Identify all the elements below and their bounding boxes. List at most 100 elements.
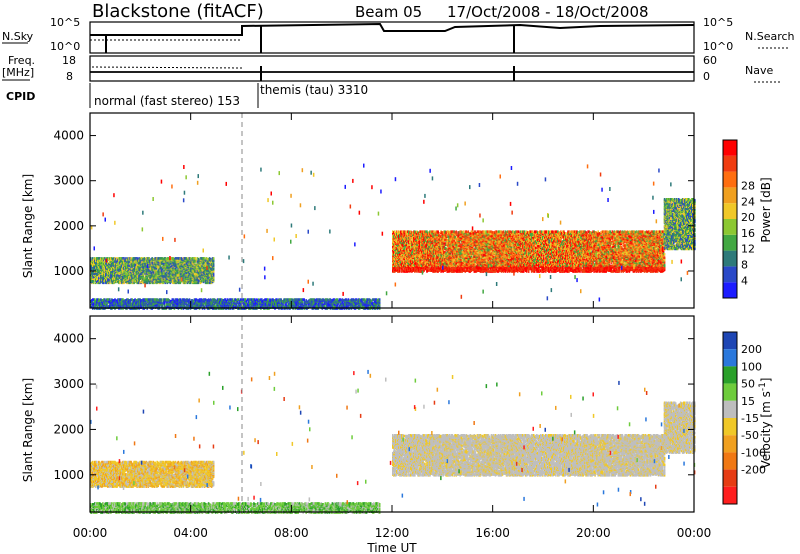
data-cell (120, 259, 122, 263)
data-cell (94, 278, 96, 281)
data-cell (142, 257, 144, 261)
data-cell (137, 259, 139, 263)
data-cell (127, 278, 129, 281)
data-cell (90, 257, 92, 260)
data-cell (98, 266, 100, 270)
data-cell (96, 278, 98, 281)
data-cell (157, 269, 159, 272)
data-cell (129, 262, 131, 265)
data-cell (151, 271, 153, 275)
data-cell (138, 270, 140, 274)
data-cell (144, 270, 146, 273)
data-cell (111, 276, 113, 280)
data-cell (136, 268, 138, 272)
data-cell (119, 276, 121, 280)
data-cell (152, 269, 154, 272)
data-cell (135, 257, 137, 260)
data-cell (108, 275, 110, 279)
data-cell (95, 257, 97, 261)
data-cell (94, 257, 96, 260)
data-cell (95, 268, 97, 272)
data-cell (95, 259, 97, 263)
data-cell (147, 274, 149, 277)
data-cell (96, 267, 98, 271)
data-cell (144, 260, 146, 263)
data-cell (155, 257, 157, 260)
data-cell (144, 267, 146, 271)
data-cell (147, 262, 149, 266)
data-cell (130, 272, 132, 276)
data-cell (116, 259, 118, 263)
data-cell (153, 275, 155, 279)
data-cell (134, 269, 136, 272)
data-cell (116, 266, 118, 269)
data-cell (140, 280, 142, 284)
data-cell (120, 266, 122, 269)
data-cell (107, 265, 109, 268)
data-cell (108, 278, 110, 281)
data-cell (152, 262, 154, 265)
data-cell (124, 275, 126, 279)
nave-tick-top: 60 (703, 54, 717, 67)
cpid-mode-normal: normal (fast stereo) 153 (94, 94, 240, 108)
data-cell (94, 261, 96, 264)
data-cell (149, 262, 151, 266)
data-cell (93, 268, 95, 272)
data-cell (107, 257, 109, 260)
power-data-layer (90, 163, 696, 310)
data-cell (90, 279, 92, 282)
data-cell (104, 258, 106, 262)
data-cell (132, 281, 134, 285)
data-cell (112, 261, 114, 264)
data-cell (117, 268, 119, 272)
data-cell (137, 268, 139, 272)
data-cell (98, 263, 100, 267)
data-cell (150, 266, 152, 269)
data-cell (100, 262, 102, 265)
data-cell (115, 278, 117, 281)
data-cell (127, 274, 129, 277)
data-cell (136, 271, 138, 275)
data-cell (150, 267, 152, 271)
data-cell (128, 275, 130, 279)
data-cell (104, 263, 106, 267)
data-cell (99, 273, 101, 276)
data-cell (129, 267, 131, 271)
data-cell (139, 281, 141, 285)
data-cell (112, 281, 114, 285)
data-cell (124, 270, 126, 273)
data-cell (127, 263, 129, 267)
data-cell (149, 281, 151, 285)
data-cell (118, 264, 120, 267)
data-cell (124, 272, 126, 276)
data-cell (137, 279, 139, 282)
data-cell (108, 266, 110, 269)
data-cell (97, 279, 99, 282)
data-cell (155, 275, 157, 278)
data-cell (98, 274, 100, 277)
data-cell (106, 272, 108, 276)
data-cell (146, 279, 148, 283)
data-cell (107, 262, 109, 265)
data-cell (143, 280, 145, 284)
data-cell (144, 272, 146, 276)
data-cell (146, 270, 148, 273)
data-cell (115, 275, 117, 278)
data-cell (144, 274, 146, 277)
data-cell (156, 262, 158, 265)
data-cell (130, 270, 132, 274)
data-cell (102, 260, 104, 263)
data-cell (123, 262, 125, 265)
data-cell (146, 257, 148, 260)
data-cell (111, 266, 113, 270)
data-cell (137, 266, 139, 269)
data-cell (96, 275, 98, 279)
data-cell (153, 279, 155, 283)
data-cell (115, 260, 117, 263)
data-cell (119, 258, 121, 262)
data-cell (134, 260, 136, 263)
data-cell (121, 270, 123, 273)
nsky-trace (90, 22, 695, 36)
data-cell (267, 298, 269, 301)
data-cell (101, 265, 103, 268)
